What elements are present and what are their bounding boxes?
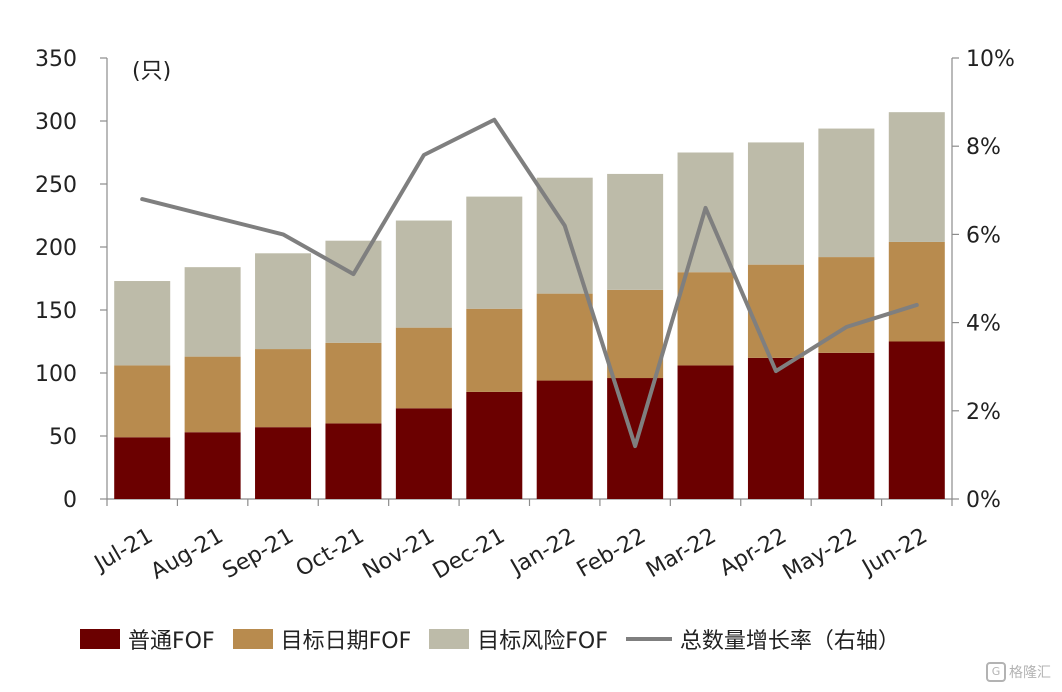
legend-item-general-fof: 普通FOF [80, 623, 215, 655]
legend-item-target-risk-fof: 目标风险FOF [429, 623, 608, 655]
bar-segment-target-risk-fof [607, 173, 664, 290]
bar-segment-general-fof [325, 423, 382, 499]
bar-segment-general-fof [677, 365, 734, 499]
bar-segment-target-date-fof [536, 293, 593, 381]
bar-segment-target-date-fof [677, 272, 734, 366]
bar-segment-general-fof [184, 432, 241, 499]
bar-segment-target-date-fof [255, 349, 312, 428]
right-tick-label: 4% [966, 312, 1001, 337]
bar-segment-general-fof [818, 352, 875, 499]
x-tick-label: May-22 [779, 524, 862, 586]
bar-segment-general-fof [607, 378, 664, 499]
bar-segment-target-date-fof [747, 264, 804, 358]
left-tick-label: 150 [35, 299, 77, 324]
left-tick-label: 50 [49, 425, 77, 450]
legend-swatch-target-risk-fof [429, 629, 470, 649]
x-tick-label: Aug-21 [147, 524, 228, 585]
right-tick-label: 0% [966, 488, 1001, 513]
bar-segment-target-risk-fof [184, 267, 241, 357]
bar-segment-target-date-fof [395, 327, 452, 409]
bar-segment-target-risk-fof [888, 112, 945, 242]
bar-segment-target-risk-fof [255, 253, 312, 350]
x-tick-label: Sep-21 [219, 524, 299, 584]
left-axis-unit-label: (只) [132, 59, 171, 84]
legend-item-target-date-fof: 目标日期FOF [232, 623, 412, 655]
left-tick-label: 350 [35, 47, 77, 72]
legend-swatch-general-fof [80, 629, 120, 649]
stacked-bar-line-chart: 0 50 100 150 200 250 300 350 0% 2% 4% 6% 8% 10% (只) Jul… [35, 47, 1015, 586]
bar-segment-target-risk-fof [818, 128, 875, 258]
x-tick-label: Apr-22 [716, 524, 791, 582]
bar-segment-target-risk-fof [325, 240, 382, 343]
bar-segment-general-fof [255, 427, 312, 499]
x-tick-label: Oct-21 [292, 524, 369, 583]
legend-swatch-target-date-fof [232, 629, 273, 649]
x-tick-label: Nov-21 [359, 524, 439, 585]
chart-legend: 普通FOF 目标日期FOF 目标风险FOF 总数量增长率（右轴） [80, 622, 900, 656]
left-tick-label: 200 [35, 236, 77, 261]
bar-segment-target-date-fof [184, 356, 241, 433]
legend-label-target-date-fof: 目标日期FOF [280, 629, 412, 654]
x-tick-label: Jun-22 [857, 524, 932, 582]
legend-line-growth-rate [625, 637, 672, 641]
right-tick-label: 8% [966, 135, 1001, 160]
x-tick-label: Mar-22 [642, 524, 720, 584]
bar-segment-target-risk-fof [114, 281, 171, 366]
right-tick-label: 6% [966, 223, 1001, 248]
bar-segment-general-fof [747, 357, 804, 499]
x-tick-label: Dec-21 [429, 524, 509, 585]
legend-item-growth-rate: 总数量增长率（右轴） [625, 623, 900, 655]
left-tick-label: 0 [63, 488, 77, 513]
watermark: G 格隆汇 [986, 662, 1051, 682]
watermark-logo-icon: G [986, 662, 1006, 682]
bar-segment-target-date-fof [607, 289, 664, 379]
x-tick-label: Jul-21 [89, 524, 157, 578]
bar-segment-general-fof [395, 408, 452, 499]
left-tick-label: 250 [35, 173, 77, 198]
left-tick-label: 100 [35, 362, 77, 387]
bar-segment-target-risk-fof [466, 196, 523, 309]
right-tick-label: 10% [966, 47, 1015, 72]
legend-label-target-risk-fof: 目标风险FOF [477, 629, 608, 654]
bar-segment-target-risk-fof [747, 142, 804, 265]
bar-segment-target-date-fof [888, 241, 945, 342]
bar-segment-target-date-fof [114, 365, 171, 438]
bar-segment-target-risk-fof [395, 220, 452, 328]
x-tick-label: Jan-22 [505, 524, 580, 582]
legend-label-general-fof: 普通FOF [128, 629, 215, 654]
legend-label-growth-rate: 总数量增长率（右轴） [679, 629, 900, 654]
bar-segment-general-fof [536, 380, 593, 499]
watermark-text: 格隆汇 [1009, 665, 1051, 681]
bar-segment-target-date-fof [466, 308, 523, 392]
growth-rate-line [140, 117, 919, 449]
right-tick-label: 2% [966, 400, 1001, 425]
left-tick-label: 300 [35, 110, 77, 135]
bar-segment-general-fof [888, 341, 945, 499]
bar-segment-general-fof [114, 437, 171, 499]
bar-segment-general-fof [466, 391, 523, 499]
x-tick-label: Feb-22 [573, 524, 650, 583]
bar-segment-target-date-fof [325, 342, 382, 424]
